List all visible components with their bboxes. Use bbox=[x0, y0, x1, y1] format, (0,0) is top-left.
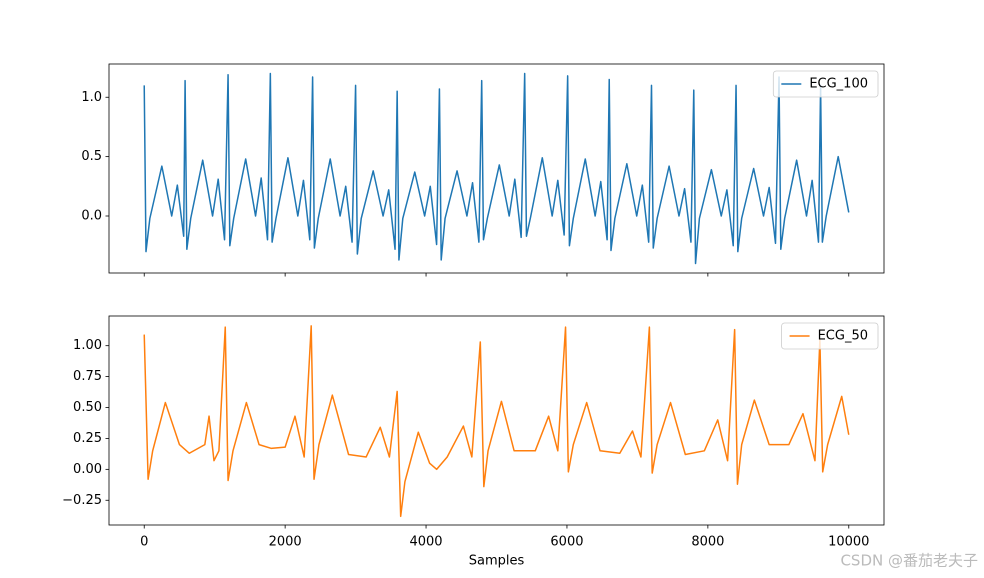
y-tick-label: 0.0 bbox=[81, 209, 102, 224]
watermark: CSDN @番茄老夫子 bbox=[840, 552, 978, 570]
legend: ECG_50 bbox=[781, 322, 879, 350]
y-tick-label: 1.0 bbox=[81, 90, 102, 105]
x-tick-label: 8000 bbox=[691, 535, 724, 550]
y-tick-label: 0.5 bbox=[81, 149, 102, 164]
y-tick-label: 1.00 bbox=[73, 338, 102, 353]
x-tick-label: 4000 bbox=[409, 535, 442, 550]
legend-label: ECG_100 bbox=[809, 77, 868, 92]
legend-box bbox=[781, 322, 879, 350]
x-tick-label: 2000 bbox=[269, 535, 302, 550]
line bbox=[143, 72, 850, 265]
axes-frame bbox=[108, 315, 885, 526]
legend-box bbox=[772, 70, 879, 98]
line bbox=[143, 325, 850, 518]
y-tick-label: 0.75 bbox=[73, 369, 102, 384]
legend: ECG_100 bbox=[772, 70, 879, 98]
x-tick-label: 0 bbox=[140, 535, 148, 550]
y-tick-label: 0.00 bbox=[73, 462, 102, 477]
y-tick-label: −0.25 bbox=[62, 493, 102, 508]
x-tick-label: 10000 bbox=[828, 535, 869, 550]
axes-frame bbox=[108, 63, 885, 274]
x-axis-label: Samples bbox=[469, 554, 525, 569]
x-tick-label: 6000 bbox=[550, 535, 583, 550]
y-tick-label: 0.25 bbox=[73, 431, 102, 446]
y-tick-label: 0.50 bbox=[73, 400, 102, 415]
legend-label: ECG_50 bbox=[818, 329, 868, 344]
